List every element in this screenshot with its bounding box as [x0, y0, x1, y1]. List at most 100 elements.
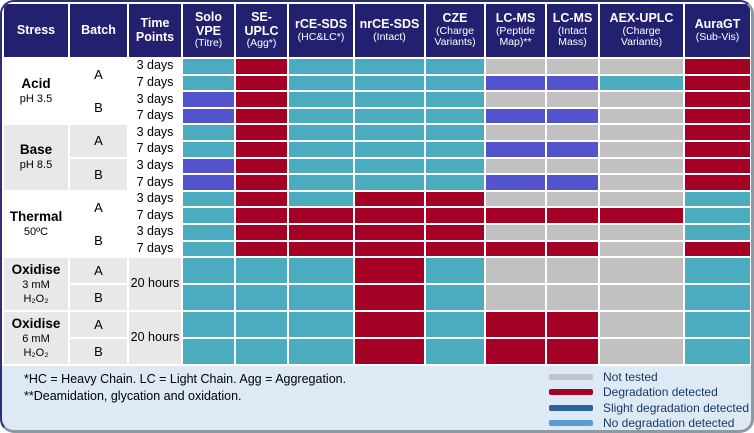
- stress-title: Acid: [21, 75, 51, 91]
- column-header: Stress: [4, 4, 68, 57]
- status-cell-slight-degradation-detected: [183, 108, 234, 124]
- status-cell-not-tested: [547, 191, 598, 207]
- status-cell-no-degradation-detected: [426, 339, 484, 365]
- column-header-subtitle: (Intact Mass): [557, 24, 588, 49]
- status-cell-no-degradation-detected: [685, 258, 750, 284]
- column-header: LC-MS (Peptide Map)**: [486, 4, 545, 57]
- status-cell-no-degradation-detected: [685, 208, 750, 223]
- status-cell-no-degradation-detected: [355, 125, 424, 140]
- status-cell-degradation-detected: [355, 312, 424, 338]
- time-cell: 3 days: [129, 158, 181, 174]
- status-cell-slight-degradation-detected: [486, 108, 545, 124]
- column-header-title: AEX-UPLC: [609, 11, 674, 26]
- status-cell-degradation-detected: [289, 208, 353, 223]
- status-cell-not-tested: [486, 92, 545, 107]
- status-cell-no-degradation-detected: [289, 285, 353, 311]
- status-cell-not-tested: [547, 59, 598, 74]
- time-cell: 7 days: [129, 208, 181, 223]
- status-cell-degradation-detected: [236, 191, 287, 207]
- status-cell-not-tested: [600, 108, 683, 124]
- status-cell-degradation-detected: [355, 191, 424, 207]
- status-cell-not-tested: [600, 125, 683, 140]
- batch-cell: A: [70, 258, 127, 284]
- status-cell-not-tested: [547, 224, 598, 240]
- status-cell-not-tested: [547, 258, 598, 284]
- status-cell-no-degradation-detected: [685, 339, 750, 365]
- status-cell-no-degradation-detected: [426, 59, 484, 74]
- status-cell-degradation-detected: [355, 258, 424, 284]
- status-cell-no-degradation-detected: [183, 241, 234, 257]
- status-cell-no-degradation-detected: [355, 108, 424, 124]
- status-cell-no-degradation-detected: [289, 108, 353, 124]
- status-cell-not-tested: [547, 158, 598, 174]
- status-cell-degradation-detected: [486, 312, 545, 338]
- footnote-line-1: *HC = Heavy Chain. LC = Light Chain. Agg…: [24, 372, 347, 386]
- status-cell-degradation-detected: [685, 125, 750, 140]
- status-cell-degradation-detected: [289, 241, 353, 257]
- status-cell-no-degradation-detected: [183, 258, 234, 284]
- status-cell-no-degradation-detected: [289, 141, 353, 157]
- column-header: rCE-SDS (HC&LC*): [289, 4, 353, 57]
- column-header-subtitle: (Charge Variants): [434, 24, 476, 49]
- status-cell-no-degradation-detected: [289, 258, 353, 284]
- column-header: CZE (Charge Variants): [426, 4, 484, 57]
- status-cell-no-degradation-detected: [183, 339, 234, 365]
- status-cell-no-degradation-detected: [685, 312, 750, 338]
- column-header-subtitle: (Sub-Vis): [695, 30, 740, 43]
- status-cell-no-degradation-detected: [426, 141, 484, 157]
- footnotes: *HC = Heavy Chain. LC = Light Chain. Agg…: [24, 371, 346, 404]
- status-cell-no-degradation-detected: [236, 285, 287, 311]
- time-cell: 7 days: [129, 142, 181, 157]
- status-cell-degradation-detected: [236, 141, 287, 157]
- status-cell-not-tested: [547, 125, 598, 140]
- no-degradation-swatch: [549, 420, 593, 427]
- status-cell-no-degradation-detected: [183, 312, 234, 338]
- legend-item-slight-degradation: Slight degradation detected: [549, 400, 749, 416]
- status-cell-degradation-detected: [236, 125, 287, 140]
- status-cell-slight-degradation-detected: [183, 92, 234, 107]
- status-cell-not-tested: [486, 191, 545, 207]
- status-cell-degradation-detected: [685, 141, 750, 157]
- column-header-title: Solo VPE: [194, 10, 223, 38]
- status-cell-degradation-detected: [486, 208, 545, 223]
- status-cell-degradation-detected: [547, 241, 598, 257]
- status-cell-no-degradation-detected: [685, 224, 750, 240]
- status-cell-degradation-detected: [685, 175, 750, 190]
- stress-title: Oxidise: [11, 315, 61, 331]
- status-cell-no-degradation-detected: [236, 339, 287, 365]
- status-cell-degradation-detected: [236, 241, 287, 257]
- slight-degradation-swatch: [549, 404, 593, 411]
- stress-subtitle: H₂O₂: [23, 346, 49, 359]
- not-tested-swatch: [549, 373, 593, 380]
- status-cell-no-degradation-detected: [236, 258, 287, 284]
- status-cell-no-degradation-detected: [426, 312, 484, 338]
- status-cell-no-degradation-detected: [236, 312, 287, 338]
- status-cell-degradation-detected: [547, 312, 598, 338]
- status-cell-slight-degradation-detected: [547, 175, 598, 190]
- status-cell-no-degradation-detected: [183, 224, 234, 240]
- status-cell-degradation-detected: [236, 175, 287, 190]
- status-cell-slight-degradation-detected: [486, 75, 545, 91]
- status-cell-slight-degradation-detected: [183, 158, 234, 174]
- stress-cell: Oxidise 6 mM H₂O₂: [4, 312, 68, 365]
- status-cell-no-degradation-detected: [355, 175, 424, 190]
- column-header-title: Batch: [81, 22, 116, 37]
- time-cell: 3 days: [129, 125, 181, 140]
- status-cell-degradation-detected: [355, 241, 424, 257]
- status-cell-not-tested: [600, 92, 683, 107]
- stress-title: Base: [19, 142, 53, 158]
- status-cell-no-degradation-detected: [426, 285, 484, 311]
- stress-subtitle: 3 mM: [22, 278, 50, 291]
- legend-label: No degradation detected: [603, 416, 735, 431]
- stress-cell: Thermal 50ºC: [4, 191, 68, 257]
- time-cell: 20 hours: [129, 312, 181, 365]
- column-header-title: Stress: [16, 22, 56, 37]
- status-cell-no-degradation-detected: [183, 141, 234, 157]
- status-cell-not-tested: [600, 312, 683, 338]
- status-cell-degradation-detected: [426, 208, 484, 223]
- status-cell-no-degradation-detected: [600, 75, 683, 91]
- column-header-title: CZE: [442, 11, 468, 26]
- legend-label: Degradation detected: [603, 385, 718, 400]
- status-cell-not-tested: [600, 141, 683, 157]
- status-cell-degradation-detected: [236, 108, 287, 124]
